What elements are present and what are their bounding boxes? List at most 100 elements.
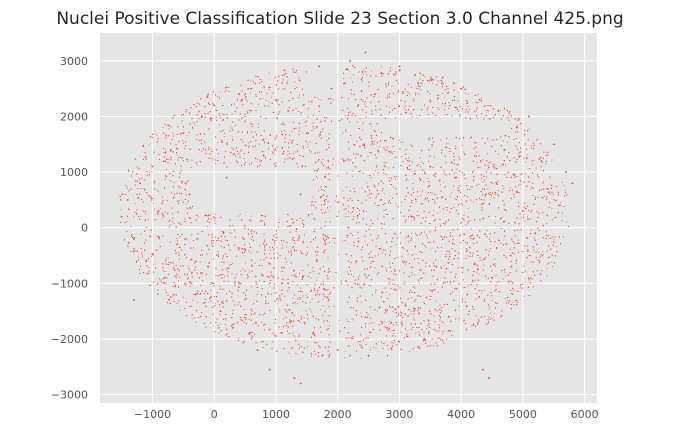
nucleus-point [128,169,129,171]
nucleus-point [409,159,411,161]
nucleus-point [416,117,418,119]
nucleus-point [480,204,482,206]
nucleus-point [321,130,323,132]
nucleus-point [259,280,260,282]
nucleus-point [369,234,371,236]
nucleus-point [452,235,453,237]
nucleus-point [456,168,458,170]
nucleus-point [352,175,353,177]
nucleus-point [494,194,496,196]
nucleus-point [376,164,378,166]
nucleus-point [273,244,275,246]
nucleus-point [510,293,512,294]
nucleus-point [477,323,479,325]
data-point [497,109,500,112]
nucleus-point [470,228,472,230]
nucleus-point [283,318,285,320]
nucleus-point [565,192,566,193]
nucleus-point [184,148,185,150]
data-point [188,193,191,196]
nucleus-point [430,248,432,250]
nucleus-point [424,231,425,233]
nucleus-point [400,141,402,143]
data-point [305,132,308,135]
nucleus-point [312,267,314,269]
nucleus-point [163,282,165,284]
nucleus-point [233,103,235,105]
nucleus-point [481,97,482,99]
nucleus-point [156,236,158,238]
nucleus-point [437,291,439,293]
nucleus-point [210,290,211,291]
nucleus-point [490,248,491,249]
nucleus-point [349,345,351,347]
nucleus-point [279,218,281,220]
nucleus-point [161,217,163,219]
nucleus-point [453,153,454,154]
data-point [454,176,456,179]
nucleus-point [530,229,532,231]
nucleus-point [442,340,444,341]
nucleus-point [342,190,344,192]
nucleus-point [494,263,496,265]
nucleus-point [375,195,377,197]
nucleus-point [159,208,161,210]
nucleus-point [409,351,411,353]
nucleus-point [387,214,388,215]
nucleus-point [476,271,477,273]
nucleus-point [442,93,444,94]
nucleus-point [172,174,174,176]
nucleus-point [375,347,377,349]
data-point [336,349,339,352]
nucleus-point [287,214,288,216]
nucleus-point [353,319,354,321]
nucleus-point [409,263,411,264]
nucleus-point [332,237,334,239]
nucleus-point [165,258,167,260]
nucleus-point [302,132,303,134]
nucleus-point [552,239,554,241]
nucleus-point [349,355,351,357]
nucleus-point [437,212,439,214]
data-point [447,315,450,318]
nucleus-point [288,341,290,343]
nucleus-point [276,101,277,103]
nucleus-point [237,289,239,291]
nucleus-point [317,291,318,293]
nucleus-point [552,219,553,221]
nucleus-point [504,298,506,300]
nucleus-point [364,240,366,242]
nucleus-point [524,173,526,175]
nucleus-point [134,203,136,205]
nucleus-point [467,207,469,209]
nucleus-point [490,118,492,120]
nucleus-point [186,135,188,137]
nucleus-point [297,303,299,305]
nucleus-point [234,245,236,247]
nucleus-point [317,177,318,179]
nucleus-point [149,172,150,173]
nucleus-point [267,292,269,294]
nucleus-point [140,188,142,190]
data-point [478,98,481,101]
nucleus-point [216,120,217,121]
data-point [126,199,129,201]
nucleus-point [525,161,527,163]
nucleus-point [361,155,362,157]
nucleus-point [345,350,347,352]
nucleus-point [403,248,405,250]
nucleus-point [459,114,461,115]
nucleus-point [329,206,331,208]
nucleus-point [227,333,229,335]
nucleus-point [326,196,327,197]
nucleus-point [224,91,226,93]
nucleus-point [257,291,259,293]
nucleus-point [465,92,466,94]
nucleus-point [460,222,462,223]
nucleus-point [154,133,156,135]
nucleus-point [534,237,535,239]
data-point [182,132,185,135]
nucleus-point [361,186,363,188]
nucleus-point [404,302,406,304]
nucleus-point [354,263,356,265]
